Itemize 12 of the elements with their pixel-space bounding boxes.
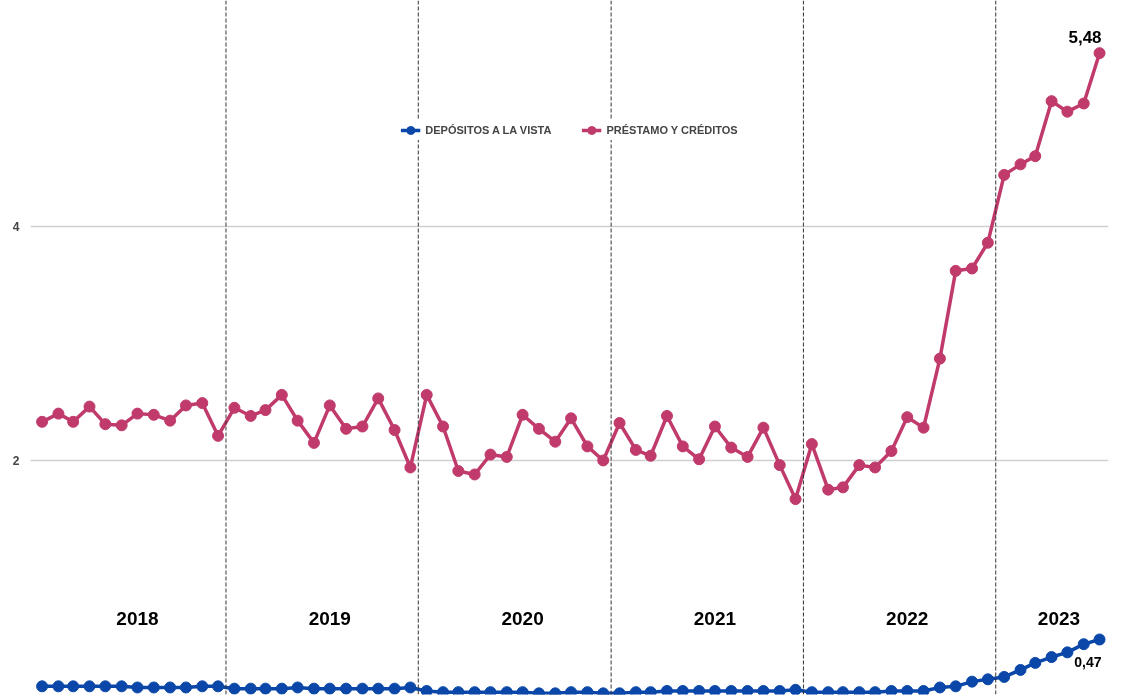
legend-label: DEPÓSITOS A LA VISTA bbox=[425, 124, 552, 136]
x-tick-label: 2023 bbox=[1037, 607, 1081, 629]
legend-label: PRÉSTAMO Y CRÉDITOS bbox=[606, 124, 738, 136]
x-tick-label: 2020 bbox=[501, 607, 544, 629]
x-tick-label: 2021 bbox=[693, 607, 737, 629]
x-tick-label: 2022 bbox=[886, 607, 929, 629]
y-tick-label: 4 bbox=[12, 219, 20, 234]
x-tick-label: 2018 bbox=[116, 607, 159, 629]
data-label: 5,48 bbox=[1068, 28, 1102, 48]
y-tick-label: 2 bbox=[12, 453, 20, 468]
data-label: 0,47 bbox=[1074, 654, 1102, 671]
x-tick-label: 2019 bbox=[308, 607, 351, 629]
